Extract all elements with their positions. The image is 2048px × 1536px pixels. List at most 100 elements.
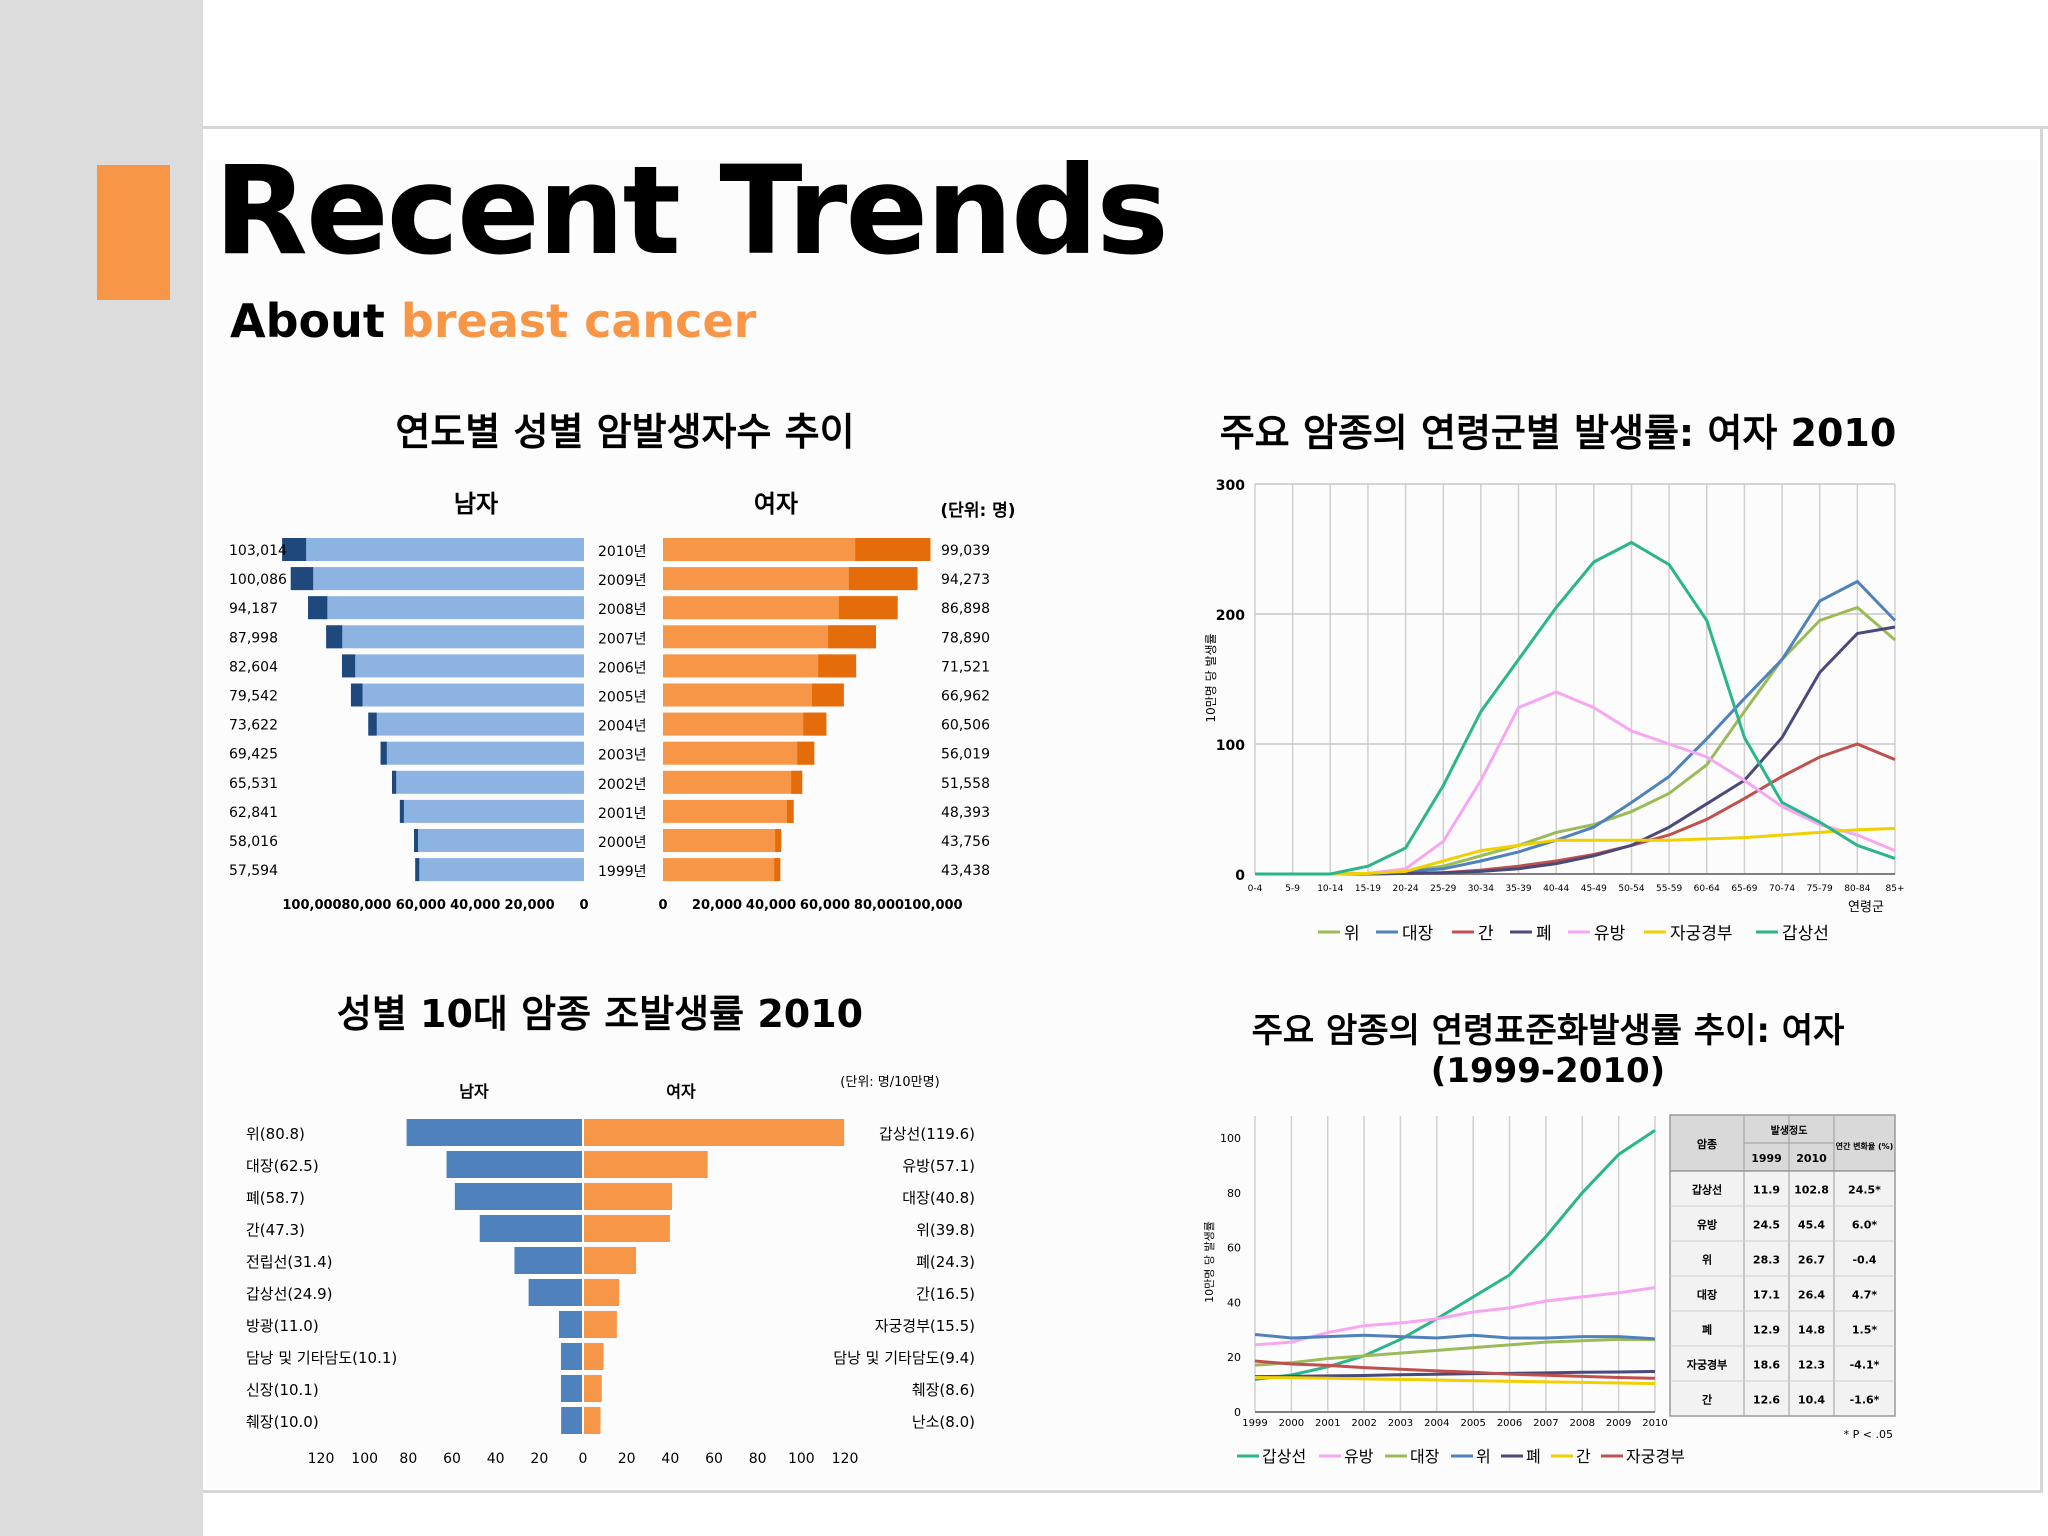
chart2-xtick: 70-74 [1769, 884, 1795, 894]
chart1-right-tick: 100,000 [903, 898, 962, 913]
male-count-bar-tip [350, 683, 363, 707]
chart1-right-tick: 60,000 [800, 898, 850, 913]
female-rate-label: 췌장(8.6) [912, 1381, 975, 1399]
female-rate-label: 위(39.8) [916, 1221, 975, 1239]
year-label: 2005년 [598, 690, 647, 706]
female-count-label: 94,273 [941, 572, 990, 588]
chart4-title-line2: (1999-2010) [1431, 1051, 1665, 1091]
chart3-xtick: 60 [705, 1451, 723, 1467]
chart4-series-line [1254, 1332, 1656, 1341]
male-count-bar-tip [414, 829, 419, 852]
male-count-bar [290, 567, 584, 591]
year-label: 2004년 [598, 719, 647, 735]
chart3-xtick: 80 [399, 1451, 417, 1467]
female-count-label: 43,438 [941, 863, 990, 879]
female-count-bar-tip [775, 829, 782, 852]
title-accent-block [97, 165, 170, 300]
year-label: 2010년 [598, 544, 647, 560]
table-cell-1999: 18.6 [1753, 1359, 1780, 1372]
female-count-bar-tip [812, 683, 844, 707]
chart2-series-line [1255, 579, 1897, 876]
female-rate-bar [583, 1407, 601, 1434]
male-rate-label: 위(80.8) [246, 1125, 305, 1143]
chart2-xtick: 20-24 [1393, 884, 1419, 894]
male-count-bar [341, 654, 584, 678]
chart4-legend-label: 대장 [1410, 1447, 1440, 1466]
male-rate-bar [514, 1247, 583, 1274]
year-label: 2006년 [598, 660, 647, 676]
chart2-xtick: 55-59 [1656, 884, 1682, 894]
chart2-series-line [1255, 827, 1896, 876]
chart4-legend-label: 유방 [1344, 1447, 1374, 1466]
table-cell-cancer: 간 [1702, 1393, 1712, 1407]
chart4-xtick: 1999 [1242, 1418, 1267, 1429]
female-count-bar-tip [848, 567, 918, 591]
table-cell-change: 6.0* [1852, 1219, 1877, 1232]
chart1-left-tick: 80,000 [341, 898, 391, 913]
female-count-bar [663, 654, 857, 678]
female-count-bar-tip [786, 799, 794, 823]
chart3-left-label: 남자 [459, 1082, 489, 1101]
table-cell-2010: 26.4 [1798, 1289, 1825, 1302]
female-rate-bar [583, 1311, 617, 1338]
chart2-ytick: 100 [1216, 738, 1245, 754]
table-cell-2010: 26.7 [1798, 1254, 1825, 1267]
chart3-xtick: 100 [351, 1451, 378, 1467]
male-rate-label: 폐(58.7) [246, 1189, 305, 1207]
content-frame-top [203, 126, 2048, 129]
male-count-label: 103,014 [229, 543, 287, 559]
male-rate-bar [454, 1183, 583, 1210]
male-count-bar-tip [282, 538, 307, 561]
chart2-series-line [1255, 690, 1896, 876]
chart4-xtick: 2004 [1424, 1418, 1449, 1429]
female-rate-label: 폐(24.3) [916, 1253, 975, 1271]
chart2-xlabel: 연령군 [1848, 900, 1884, 915]
female-count-label: 48,393 [941, 805, 990, 821]
table-cell-change: -4.1* [1850, 1359, 1880, 1372]
female-rate-bar [583, 1279, 620, 1306]
chart3-xtick: 120 [832, 1451, 859, 1467]
table-header-2010: 2010 [1796, 1152, 1827, 1165]
female-count-bar-tip [855, 538, 931, 561]
male-count-bar-tip [326, 625, 343, 649]
chart3-xtick: 40 [487, 1451, 505, 1467]
chart3-xtick: 20 [618, 1451, 636, 1467]
table-cell-cancer: 자궁경부 [1687, 1358, 1727, 1372]
female-count-label: 78,890 [941, 630, 990, 646]
chart3-xtick: 40 [661, 1451, 679, 1467]
male-rate-bar [560, 1375, 583, 1402]
female-rate-bar [583, 1247, 637, 1274]
chart3-xtick: 120 [308, 1451, 335, 1467]
male-rate-label: 대장(62.5) [246, 1157, 319, 1175]
chart2-xtick: 75-79 [1807, 884, 1833, 894]
chart4-series-line [1254, 1359, 1656, 1380]
chart2-legend-label: 간 [1478, 924, 1494, 944]
chart4-series-line [1254, 1286, 1656, 1347]
chart4-xtick: 2005 [1460, 1418, 1485, 1429]
male-count-bar-tip [391, 770, 397, 794]
chart2-xtick: 50-54 [1618, 884, 1644, 894]
chart1-right-tick: 20,000 [692, 898, 742, 913]
female-count-bar [663, 712, 827, 736]
female-rate-label: 유방(57.1) [902, 1157, 975, 1175]
female-count-bar [663, 625, 877, 649]
chart1-right-label: 여자 [754, 490, 798, 518]
chart3-unit-label: (단위: 명/10만명) [840, 1075, 939, 1090]
male-count-bar-tip [368, 712, 377, 736]
female-count-label: 60,506 [941, 718, 990, 734]
female-count-bar [663, 829, 782, 852]
male-rate-label: 신장(10.1) [246, 1381, 319, 1399]
chart4-legend-label: 간 [1576, 1447, 1591, 1466]
chart4-xtick: 2009 [1606, 1418, 1631, 1429]
male-count-bar [282, 538, 584, 561]
chart1-right-tick: 0 [658, 898, 667, 913]
female-count-label: 86,898 [941, 601, 990, 617]
female-count-bar [663, 858, 781, 882]
chart2-legend-label: 갑상선 [1782, 924, 1829, 944]
year-label: 2002년 [598, 777, 647, 793]
chart2-xtick: 60-64 [1694, 884, 1720, 894]
female-rate-bar [583, 1183, 673, 1210]
chart4-legend-label: 갑상선 [1262, 1447, 1306, 1466]
chart4-legend-label: 위 [1476, 1447, 1491, 1466]
male-count-bar [350, 683, 584, 707]
